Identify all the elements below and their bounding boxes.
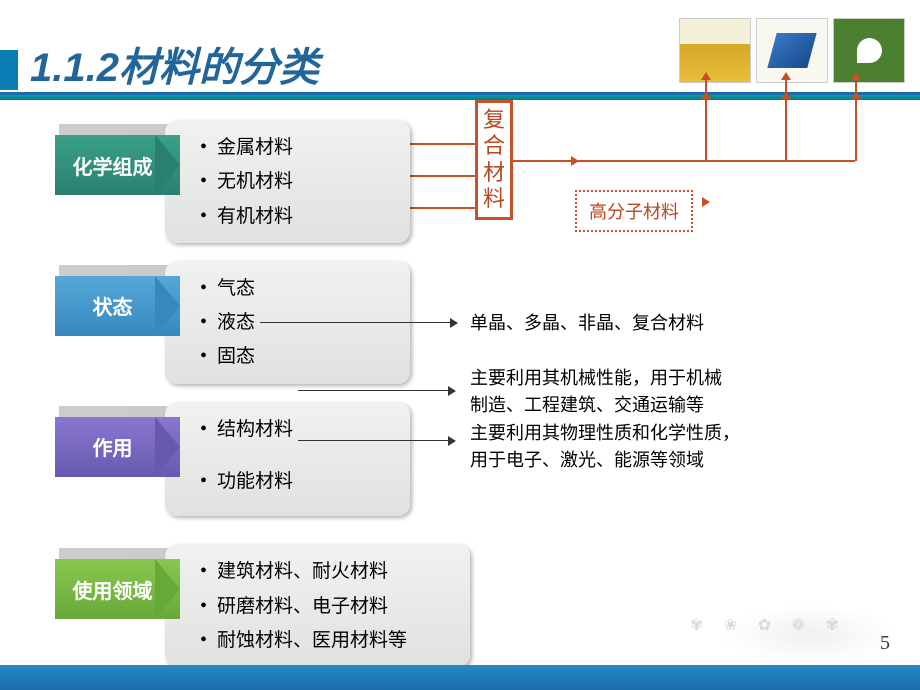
tag-chemical: 化学组成 <box>55 135 180 195</box>
category-row-0: 化学组成 金属材料 无机材料 有机材料 <box>55 120 890 243</box>
thumb-glass <box>756 18 828 83</box>
list-item: 金属材料 <box>200 130 395 164</box>
slide-header: 1.1.2材料的分类 <box>0 0 920 95</box>
list-item: 耐蚀材料、医用材料等 <box>200 623 455 657</box>
thumb-plant <box>833 18 905 83</box>
list-item: 功能材料 <box>200 464 395 498</box>
slide-title: 1.1.2材料的分类 <box>30 35 319 93</box>
arrow-structural <box>298 390 448 391</box>
tag-domain: 使用领域 <box>55 559 180 619</box>
note-structural: 主要利用其机械性能，用于机械制造、工程建筑、交通运输等 <box>470 365 722 419</box>
note-functional: 主要利用其物理性质和化学性质，用于电子、激光、能源等领域 <box>470 420 740 474</box>
content-area: 复合材料 高分子材料 化学组成 金属材料 无机材料 有机材料 状态 气态 液态 … <box>0 95 920 667</box>
list-item: 研磨材料、电子材料 <box>200 589 455 623</box>
arrow-solid <box>260 322 450 323</box>
panel-function: 结构材料 功能材料 <box>165 402 410 517</box>
thumbnail-strip <box>679 18 905 83</box>
tag-function: 作用 <box>55 417 180 477</box>
accent-bar <box>0 50 18 90</box>
list-item: 气态 <box>200 271 395 305</box>
list-item: 建筑材料、耐火材料 <box>200 554 455 588</box>
list-item: 无机材料 <box>200 164 395 198</box>
tag-state: 状态 <box>55 276 180 336</box>
list-item: 固态 <box>200 339 395 373</box>
panel-domain: 建筑材料、耐火材料 研磨材料、电子材料 耐蚀材料、医用材料等 <box>165 544 470 667</box>
arrow-functional <box>298 440 448 441</box>
panel-chemical: 金属材料 无机材料 有机材料 <box>165 120 410 243</box>
footer-bar <box>0 665 920 690</box>
list-item: 有机材料 <box>200 199 395 233</box>
thumb-oil <box>679 18 751 83</box>
note-solid: 单晶、多晶、非晶、复合材料 <box>470 310 704 337</box>
